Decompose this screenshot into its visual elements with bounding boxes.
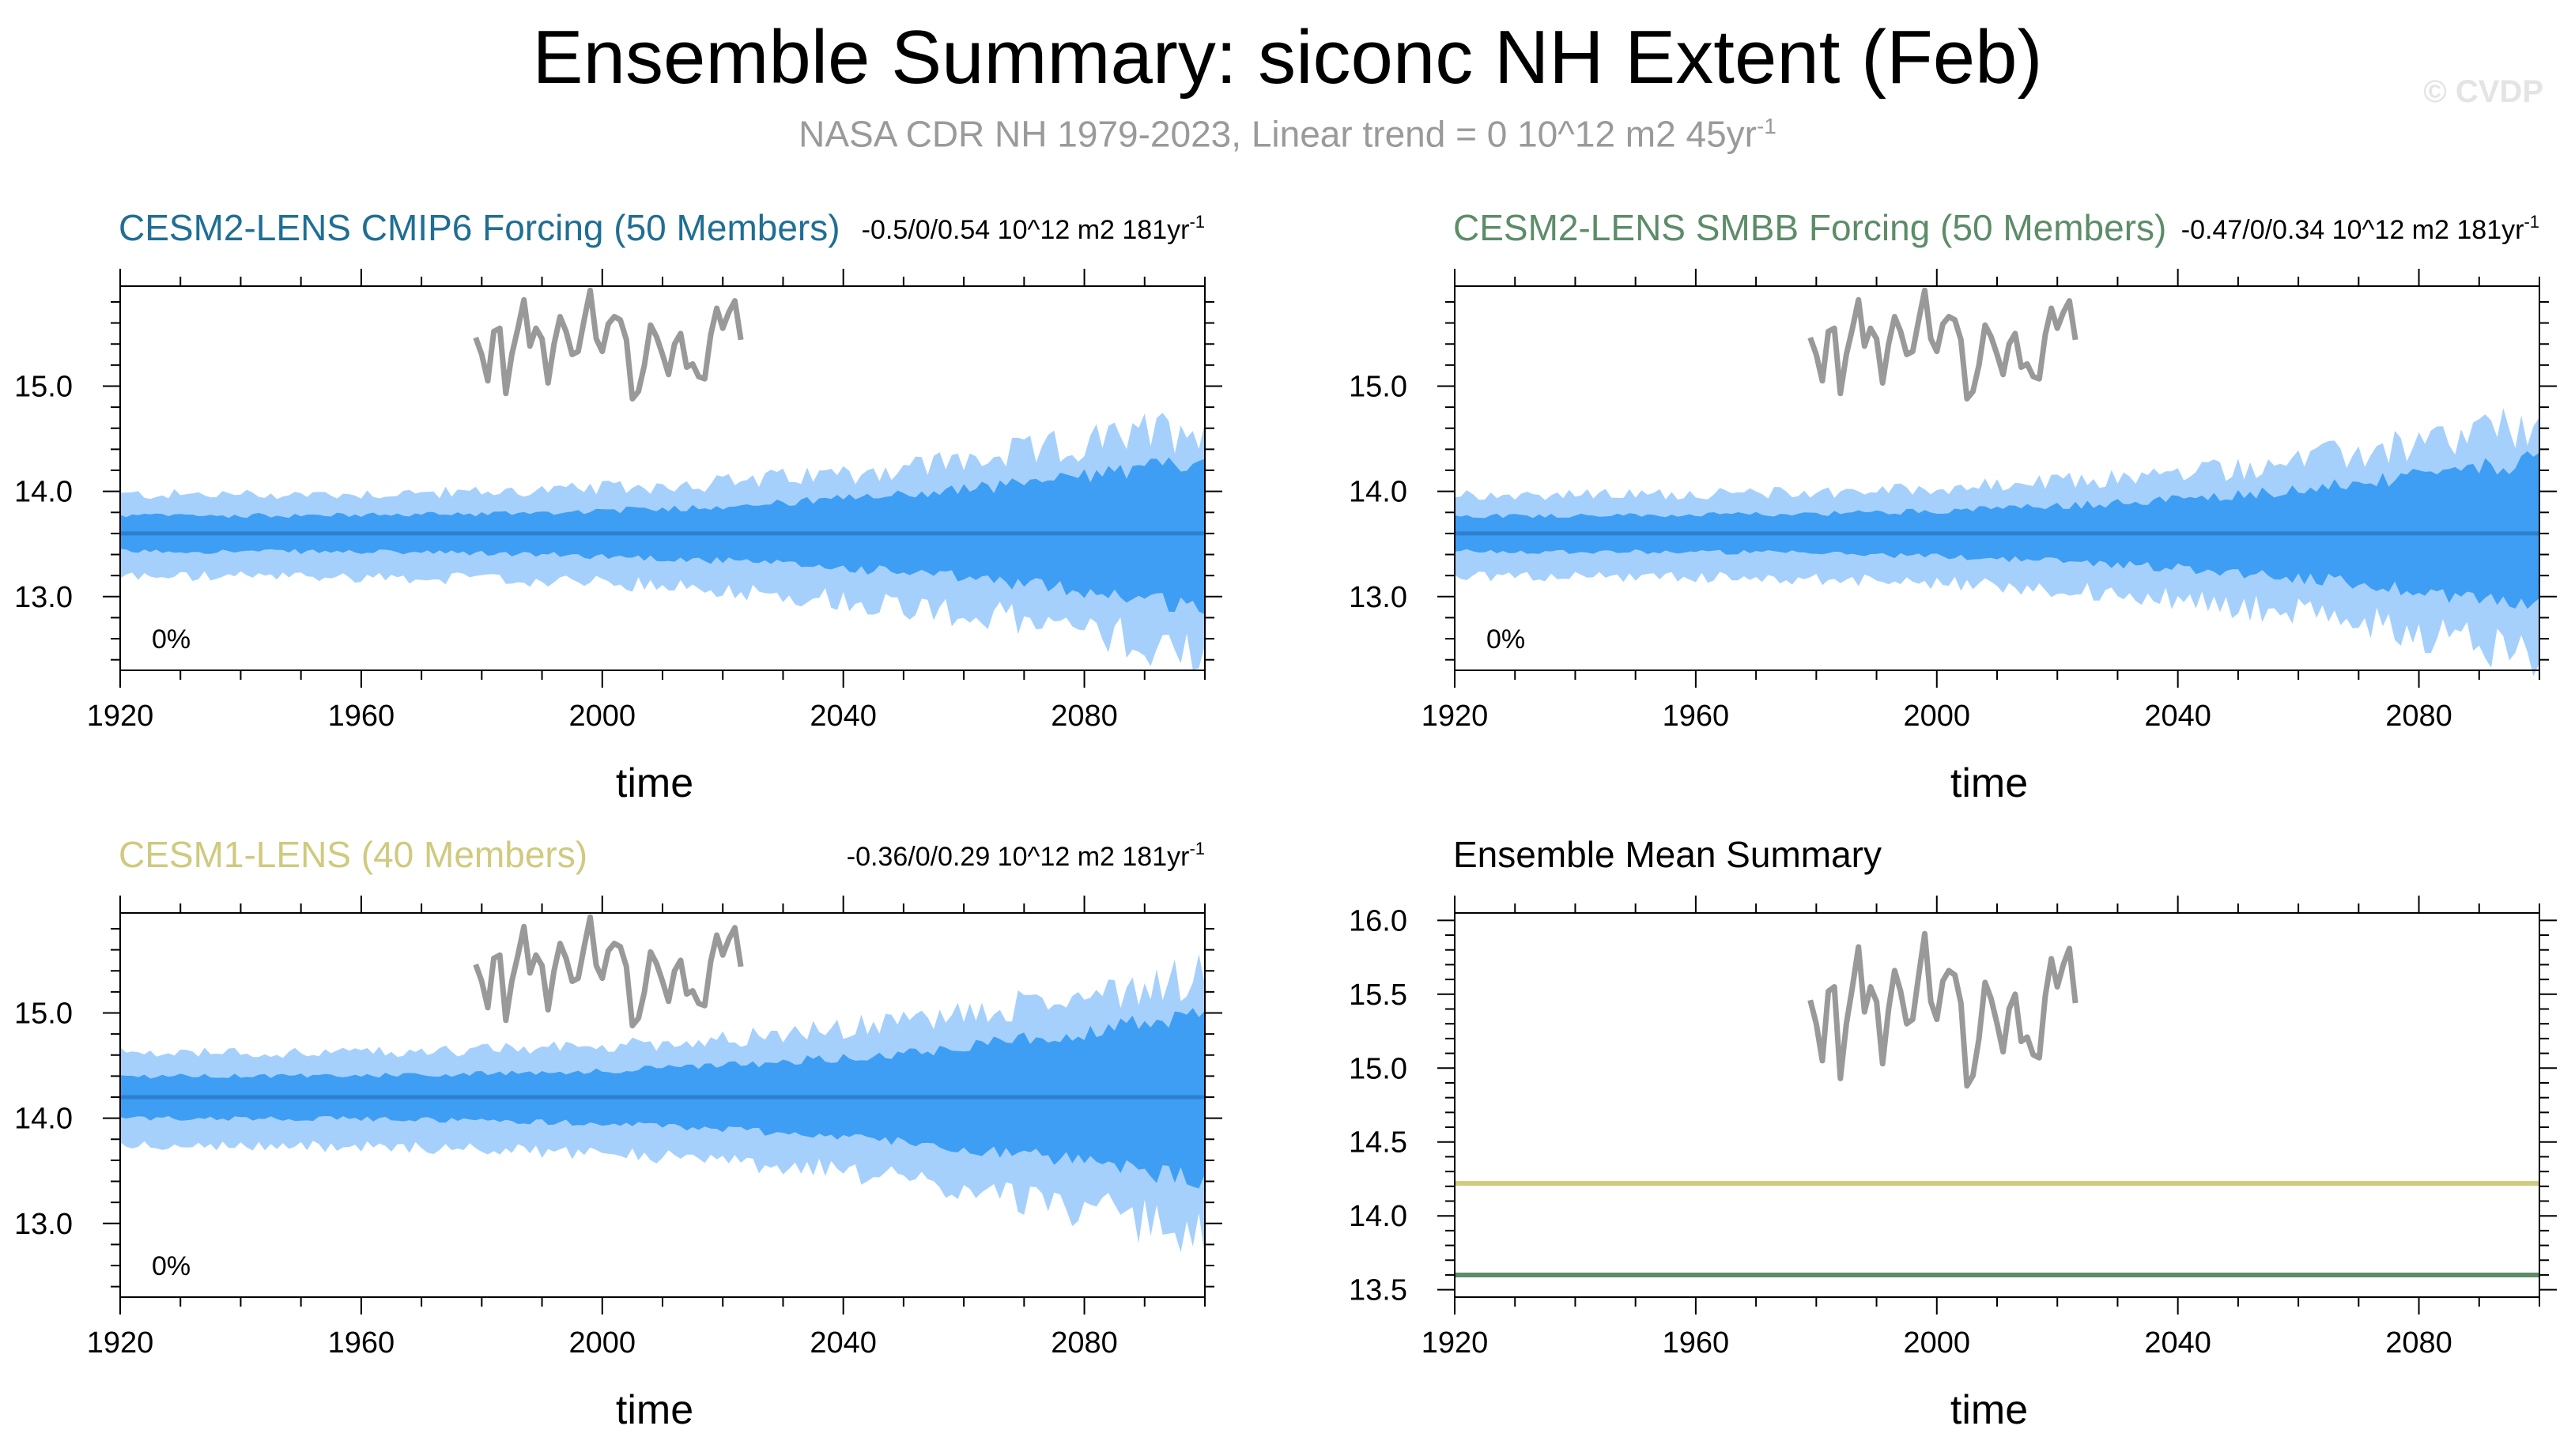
panel-2-y-tick-label: 15.0 (1349, 370, 1407, 403)
panel-2-observations-line (1807, 287, 2079, 402)
panel-3-x-tick-label: 2080 (1051, 1326, 1118, 1360)
figure-title: Ensemble Summary: siconc NH Extent (Feb) (532, 15, 2043, 100)
panel-3-x-tick-label: 1960 (328, 1326, 395, 1360)
summary-y-tick-label: 15.5 (1349, 979, 1407, 1012)
panel-1-x-axis-label: time (616, 760, 693, 806)
panel-2-y-tick-label: 13.0 (1349, 581, 1407, 614)
summary-observations-line (1807, 930, 2079, 1089)
panel-2-x-tick-label: 1920 (1422, 700, 1489, 733)
summary-x-tick-label: 2080 (2385, 1326, 2452, 1360)
panel-1-percent-label: 0% (152, 624, 191, 654)
panel-1-inner-spread-band (120, 457, 1205, 615)
panel-3-percent-label: 0% (152, 1251, 191, 1281)
summary-y-tick-label: 14.0 (1349, 1200, 1407, 1233)
panel-1-trend-label: -0.5/0/0.54 10^12 m2 181yr-1 (862, 212, 1205, 245)
summary-title: Ensemble Mean Summary (1453, 834, 1882, 875)
panel-1-y-tick-label: 15.0 (14, 370, 73, 403)
summary-x-tick-label: 1920 (1422, 1326, 1489, 1360)
panel-3-trend-text: -0.36/0/0.29 10^12 m2 181yr (847, 842, 1190, 872)
panel-2-x-tick-label: 2000 (1904, 700, 1971, 733)
panel-1-x-tick-label: 2080 (1051, 700, 1118, 733)
summary-y-tick-label: 14.5 (1349, 1126, 1407, 1160)
subtitle-superscript: -1 (1756, 114, 1776, 138)
panel-3-trend-label: -0.36/0/0.29 10^12 m2 181yr-1 (847, 839, 1205, 872)
panel-1-y-tick-label: 13.0 (14, 581, 73, 614)
panel-3-y-tick-label: 13.0 (14, 1208, 73, 1241)
panel-2-x-tick-label: 1960 (1663, 700, 1730, 733)
panel-3-x-tick-label: 2040 (810, 1326, 877, 1360)
summary-y-tick-label: 13.5 (1349, 1274, 1407, 1307)
panel-2-x-tick-label: 2080 (2385, 700, 2452, 733)
panel-1-trend-superscript: -1 (1189, 212, 1205, 232)
panel-1-x-tick-label: 1960 (328, 700, 395, 733)
panel-1-y-tick-label: 14.0 (14, 476, 73, 509)
panel-3-x-axis-label: time (616, 1387, 693, 1433)
figure-subtitle: NASA CDR NH 1979-2023, Linear trend = 0 … (0, 104, 2575, 156)
panel-3-trend-superscript: -1 (1189, 839, 1205, 858)
panel-3-observations-line (473, 914, 744, 1028)
panel-3-y-tick-label: 15.0 (14, 997, 73, 1030)
panel-1-observations-line (473, 287, 744, 402)
panel-2-x-axis-label: time (1950, 760, 2028, 806)
summary-y-tick-label: 16.0 (1349, 904, 1407, 937)
summary-x-axis-label: time (1950, 1387, 2028, 1433)
panel-2-x-tick-label: 2040 (2144, 700, 2211, 733)
panel-2-inner-spread-band (1455, 451, 2539, 609)
summary-x-tick-label: 1960 (1663, 1326, 1730, 1360)
panel-1-x-tick-label: 2000 (569, 700, 636, 733)
panel-1-title: CESM2-LENS CMIP6 Forcing (50 Members) (119, 207, 840, 248)
panel-3-x-tick-label: 1920 (87, 1326, 154, 1360)
panel-2-trend-label: -0.47/0/0.34 10^12 m2 181yr-1 (2181, 212, 2539, 245)
panel-2-trend-text: -0.47/0/0.34 10^12 m2 181yr (2181, 215, 2524, 245)
panel-2-y-tick-label: 14.0 (1349, 476, 1407, 509)
summary-x-tick-label: 2040 (2144, 1326, 2211, 1360)
panel-3-y-tick-label: 14.0 (14, 1103, 73, 1136)
panel-1-trend-text: -0.5/0/0.54 10^12 m2 181yr (862, 215, 1190, 245)
panel-3-x-tick-label: 2000 (569, 1326, 636, 1360)
summary-y-tick-label: 15.0 (1349, 1052, 1407, 1085)
summary-plot-frame (1454, 912, 2540, 1298)
panel-2-title: CESM2-LENS SMBB Forcing (50 Members) (1453, 207, 2166, 248)
panel-1-x-tick-label: 1920 (87, 700, 154, 733)
watermark: © CVDP (2423, 74, 2543, 109)
panel-1-x-tick-label: 2040 (810, 700, 877, 733)
panel-2-percent-label: 0% (1486, 624, 1525, 654)
panel-2-trend-superscript: -1 (2524, 212, 2539, 232)
summary-x-tick-label: 2000 (1904, 1326, 1971, 1360)
panel-3-title: CESM1-LENS (40 Members) (119, 834, 587, 875)
subtitle-text: NASA CDR NH 1979-2023, Linear trend = 0 … (799, 113, 1757, 155)
